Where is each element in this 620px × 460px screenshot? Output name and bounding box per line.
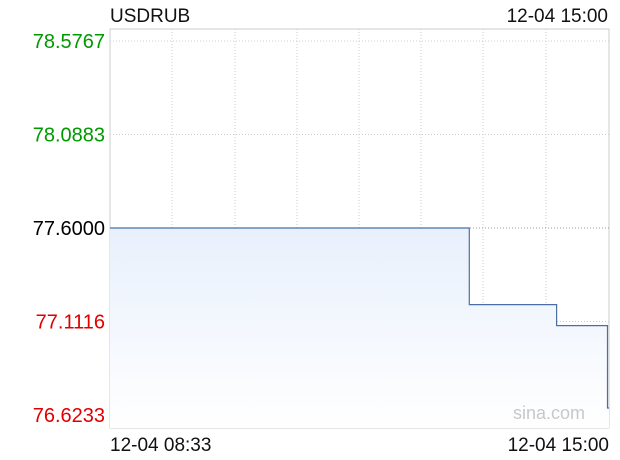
y-tick-label: 78.5767	[33, 31, 105, 53]
y-tick-label: 77.1116	[36, 312, 105, 334]
header-timestamp: 12-04 15:00	[506, 6, 608, 27]
y-tick-label: 78.0883	[33, 125, 105, 147]
x-tick-label: 12-04 08:33	[110, 435, 211, 456]
price-line	[110, 227, 609, 409]
x-tick-label: 12-04 15:00	[508, 435, 609, 456]
y-tick-label: 76.6233	[33, 405, 105, 427]
watermark: sina.com	[513, 403, 585, 423]
chart-title-symbol: USDRUB	[110, 6, 191, 27]
price-area-fill	[110, 228, 609, 428]
y-tick-label: 77.6000	[33, 218, 105, 240]
